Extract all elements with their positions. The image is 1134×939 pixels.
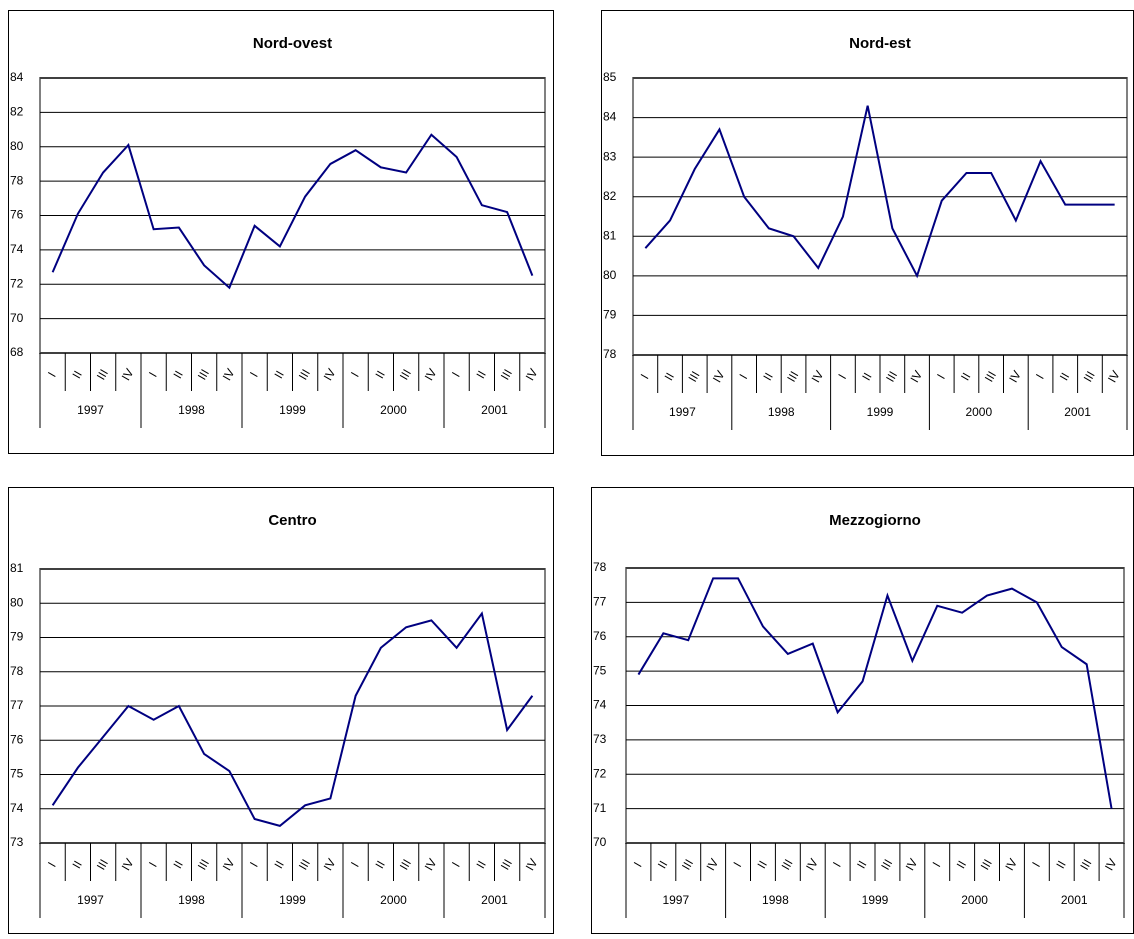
y-tick-label: 72 [593,766,607,780]
y-tick-label: 82 [10,105,24,119]
x-group-label: 2001 [1061,893,1088,907]
y-tick-label: 76 [593,629,607,643]
y-tick-label: 80 [10,595,24,609]
y-tick-label: 85 [603,70,617,84]
y-tick-label: 76 [10,732,24,746]
y-tick-label: 74 [10,801,24,815]
y-tick-label: 72 [10,276,24,290]
x-group-label: 1998 [762,893,789,907]
x-group-label: 1997 [669,405,696,419]
x-group-label: 2000 [961,893,988,907]
x-tick-label: I [348,860,362,870]
chart-title: Mezzogiorno [829,512,921,529]
x-tick-label: I [830,860,844,870]
y-tick-label: 70 [593,835,607,849]
y-tick-label: 81 [10,561,24,575]
y-tick-label: 80 [603,268,617,282]
x-group-label: 1999 [279,893,306,907]
y-tick-label: 76 [10,208,24,222]
y-tick-label: 78 [10,173,24,187]
y-tick-label: 75 [10,767,24,781]
x-group-label: 2001 [1064,405,1091,419]
x-group-label: 1997 [77,893,104,907]
chart-title: Centro [268,512,316,529]
y-tick-label: 81 [603,228,617,242]
y-tick-label: 70 [10,311,24,325]
y-tick-label: 68 [10,345,24,359]
y-tick-label: 77 [10,698,24,712]
y-tick-label: 83 [603,149,617,163]
x-group-label: 1999 [867,405,894,419]
x-group-label: 1997 [77,403,104,417]
x-tick-label: I [1029,860,1043,870]
x-group-label: 1998 [178,893,205,907]
y-tick-label: 84 [10,70,24,84]
y-tick-label: 82 [603,189,617,203]
y-tick-label: 80 [10,139,24,153]
x-tick-label: I [631,860,645,870]
chart-frame [591,487,1134,934]
x-group-label: 1999 [279,403,306,417]
x-tick-label: I [835,372,849,382]
y-tick-label: 73 [10,835,24,849]
x-tick-label: I [449,370,463,380]
chart-frame [8,10,554,454]
y-tick-label: 71 [593,801,607,815]
x-group-label: 1997 [662,893,689,907]
x-group-label: 2001 [481,893,508,907]
x-tick-label: I [1033,372,1047,382]
x-group-label: 1998 [768,405,795,419]
x-tick-label: I [247,860,261,870]
x-tick-label: I [146,860,160,870]
y-tick-label: 78 [593,560,607,574]
chart-title: Nord-ovest [253,35,332,52]
y-tick-label: 79 [10,630,24,644]
chart-frame [601,10,1134,456]
x-group-label: 2000 [380,893,407,907]
data-line [51,133,534,290]
x-tick-label: I [737,372,751,382]
chart-title: Nord-est [849,35,911,52]
data-line [51,611,534,827]
x-tick-label: I [934,372,948,382]
y-tick-label: 74 [593,698,607,712]
x-tick-label: I [45,860,59,870]
y-tick-label: 78 [603,347,617,361]
data-line [637,577,1113,809]
x-tick-label: I [638,372,652,382]
x-tick-label: I [146,370,160,380]
x-tick-label: I [730,860,744,870]
x-tick-label: I [247,370,261,380]
x-tick-label: I [930,860,944,870]
y-tick-label: 79 [603,308,617,322]
x-group-label: 1998 [178,403,205,417]
x-group-label: 2000 [380,403,407,417]
x-group-label: 2000 [965,405,992,419]
chart-frame [8,487,554,934]
data-line [644,105,1115,279]
x-tick-label: I [449,860,463,870]
y-tick-label: 75 [593,663,607,677]
y-tick-label: 73 [593,732,607,746]
x-tick-label: I [348,370,362,380]
y-tick-label: 84 [603,110,617,124]
y-tick-label: 78 [10,664,24,678]
x-group-label: 1999 [862,893,889,907]
y-tick-label: 74 [10,242,24,256]
x-group-label: 2001 [481,403,508,417]
y-tick-label: 77 [593,595,607,609]
x-tick-label: I [45,370,59,380]
